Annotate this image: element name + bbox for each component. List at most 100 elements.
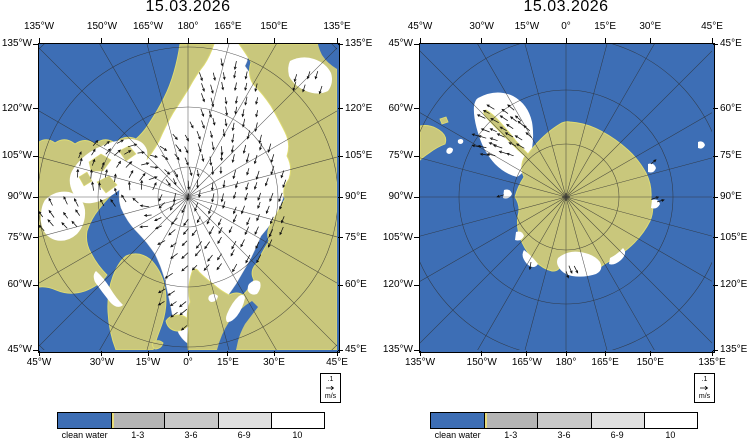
axis-tick bbox=[713, 196, 718, 198]
white-sea-ice bbox=[247, 280, 261, 295]
axis-tick bbox=[38, 351, 40, 356]
small-island bbox=[439, 116, 449, 125]
legend-cell bbox=[164, 413, 218, 428]
vector-scale-value: .1 bbox=[701, 376, 708, 383]
antarctic-map-canvas bbox=[420, 44, 712, 350]
axis-tick bbox=[33, 108, 38, 110]
legend-label: clean water bbox=[434, 430, 481, 440]
axis-tick bbox=[227, 351, 229, 356]
pole-marker bbox=[562, 193, 570, 201]
axis-label-right: 105°E bbox=[720, 231, 748, 243]
axis-label-left: 60°W bbox=[388, 102, 413, 114]
axis-label-bottom: 165°W bbox=[511, 357, 542, 368]
axis-label-bottom: 135°W bbox=[404, 357, 436, 368]
axis-tick bbox=[336, 351, 338, 356]
axis-label-bottom: 15°E bbox=[217, 357, 239, 368]
axis-label-top: 165°W bbox=[133, 21, 164, 32]
axis-tick bbox=[414, 284, 419, 286]
antarctic-map bbox=[419, 43, 715, 353]
axis-label-left: 120°W bbox=[382, 279, 413, 291]
legend-label: 1-3 bbox=[131, 430, 145, 440]
legend-label: 6-9 bbox=[610, 430, 624, 440]
britain bbox=[151, 340, 164, 350]
arctic-map-canvas bbox=[39, 44, 337, 350]
axis-tick bbox=[338, 349, 343, 351]
axis-label-right: 60°E bbox=[720, 102, 742, 114]
axis-label-top: 30°E bbox=[639, 21, 662, 32]
axis-tick bbox=[713, 43, 718, 45]
axis-tick bbox=[338, 237, 343, 239]
axis-tick bbox=[649, 38, 651, 43]
axis-tick bbox=[414, 155, 419, 157]
axis-label-right: 90°E bbox=[345, 191, 367, 202]
axis-tick bbox=[565, 351, 567, 356]
axis-tick bbox=[101, 38, 103, 43]
axis-label-top: 150°E bbox=[260, 21, 288, 32]
axis-label-right: 90°E bbox=[720, 191, 742, 202]
axis-label-bottom: 0° bbox=[183, 357, 193, 368]
legend-cell bbox=[111, 413, 165, 428]
arctic-islands bbox=[78, 145, 137, 194]
axis-tick bbox=[713, 108, 718, 110]
axis-label-top: 15°W bbox=[514, 21, 540, 32]
novaya-zemlya bbox=[224, 244, 252, 275]
axis-label-left: 120°W bbox=[1, 102, 32, 114]
axis-label-left: 105°W bbox=[1, 150, 32, 161]
antarctic-map-title: 15.03.2026 bbox=[523, 0, 609, 15]
legend-label: 10 bbox=[665, 430, 676, 440]
south-america-tip bbox=[420, 125, 447, 161]
axis-tick bbox=[414, 349, 419, 351]
antarctic-vector-scale-box: .1 m/s bbox=[694, 373, 715, 403]
axis-tick bbox=[481, 351, 483, 356]
axis-tick bbox=[338, 43, 343, 45]
axis-label-top: 150°W bbox=[86, 21, 118, 32]
legend-label: 3-6 bbox=[557, 430, 571, 440]
legend-cell bbox=[58, 413, 112, 428]
antarctic-graticule bbox=[420, 44, 712, 350]
ice-concentration-legend: clean water 1-3 3-6 6-9 10 bbox=[57, 412, 325, 440]
axis-tick bbox=[713, 284, 718, 286]
axis-label-left: 135°W bbox=[1, 38, 32, 49]
axis-tick bbox=[604, 38, 606, 43]
axis-tick bbox=[713, 349, 718, 351]
axis-label-left: 135°W bbox=[382, 344, 413, 355]
axis-label-bottom: 15°W bbox=[135, 357, 161, 368]
axis-label-bottom: 165°E bbox=[591, 357, 619, 368]
axis-label-right: 135°E bbox=[720, 344, 748, 355]
axis-tick bbox=[419, 38, 421, 43]
axis-label-top: 45°W bbox=[407, 21, 433, 32]
axis-tick bbox=[33, 284, 38, 286]
legend-label: 6-9 bbox=[237, 430, 251, 440]
axis-label-bottom: 30°W bbox=[89, 357, 115, 368]
axis-label-top: 180° bbox=[177, 21, 199, 32]
axis-label-left: 45°W bbox=[388, 38, 413, 49]
axis-tick bbox=[33, 196, 38, 198]
axis-label-right: 105°E bbox=[345, 150, 373, 161]
axis-label-top: 30°W bbox=[469, 21, 494, 32]
axis-label-right: 135°E bbox=[345, 38, 373, 49]
legend-label: clean water bbox=[61, 430, 108, 440]
axis-label-right: 75°E bbox=[345, 231, 367, 243]
axis-tick bbox=[33, 237, 38, 239]
axis-tick bbox=[414, 108, 419, 110]
arctic-drift-arrows bbox=[39, 58, 323, 331]
axis-label-bottom: 45°W bbox=[26, 357, 52, 368]
baltic-sea bbox=[217, 301, 258, 350]
ice-concentration-legend: clean water 1-3 3-6 6-9 10 bbox=[430, 412, 698, 440]
axis-label-top: 135°W bbox=[23, 21, 55, 32]
okhotsk-ice bbox=[288, 57, 332, 94]
axis-tick bbox=[711, 38, 713, 43]
arctic-graticule bbox=[39, 44, 337, 350]
axis-tick bbox=[338, 284, 343, 286]
legend-cell bbox=[431, 413, 485, 428]
axis-label-right: 45°E bbox=[720, 38, 742, 49]
axis-label-right: 60°E bbox=[345, 279, 367, 291]
arctic-vector-scale-box: .1 m/s bbox=[320, 373, 341, 403]
axis-tick bbox=[419, 351, 421, 356]
axis-tick bbox=[526, 38, 528, 43]
arctic-sea-overlays bbox=[217, 44, 337, 350]
legend-cell bbox=[590, 413, 644, 428]
axis-label-bottom: 180° bbox=[555, 357, 577, 368]
antarctic-drift-arrows bbox=[471, 104, 665, 279]
axis-label-left: 60°W bbox=[7, 279, 32, 291]
